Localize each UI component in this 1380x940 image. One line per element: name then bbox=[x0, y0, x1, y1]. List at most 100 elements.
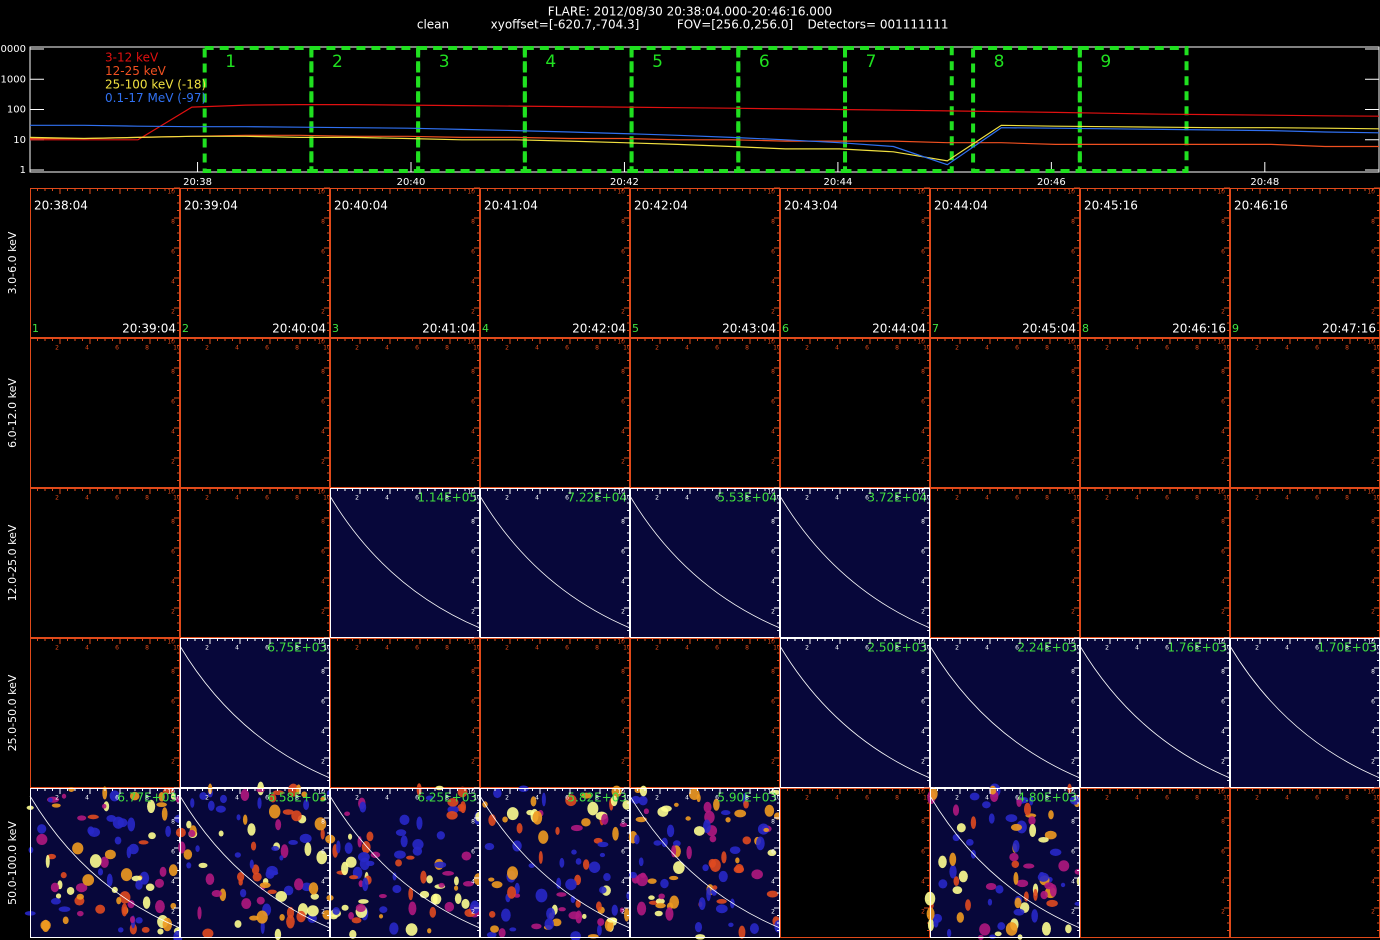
axis-tick-label: 10 bbox=[1217, 489, 1225, 496]
axis-tick-label: 6 bbox=[1221, 699, 1225, 706]
image-blob bbox=[1048, 810, 1054, 820]
axis-tick-label: 6 bbox=[1221, 849, 1225, 856]
image-blob bbox=[708, 858, 717, 868]
image-blob bbox=[207, 800, 215, 811]
image-blob bbox=[438, 882, 445, 888]
axis-tick-label: 6 bbox=[1371, 849, 1375, 856]
axis-tick-label: 6 bbox=[621, 849, 625, 856]
image-blob bbox=[1013, 908, 1025, 916]
axis-tick-label: 6 bbox=[265, 495, 269, 502]
image-blob bbox=[430, 893, 442, 905]
axis-tick-label: 10 bbox=[767, 639, 775, 646]
axis-tick-label: 10 bbox=[1067, 489, 1075, 496]
axis-tick-label: 6 bbox=[1015, 345, 1019, 352]
axis-tick-label: 6 bbox=[321, 849, 325, 856]
axis-tick-label: 4 bbox=[1221, 879, 1225, 886]
cell-bg bbox=[780, 638, 930, 788]
axis-tick-label: 10 bbox=[167, 489, 175, 496]
image-blob bbox=[1041, 922, 1051, 936]
peak-label: 1.14E+05 bbox=[417, 491, 477, 505]
axis-tick-label: 8 bbox=[145, 495, 149, 502]
axis-tick-label: 10 bbox=[623, 795, 631, 802]
image-blob bbox=[716, 899, 727, 904]
image-blob bbox=[997, 922, 1006, 931]
image-blob bbox=[344, 842, 353, 854]
axis-tick-label: 8 bbox=[445, 645, 449, 652]
axis-tick-label: 8 bbox=[895, 345, 899, 352]
axis-tick-label: 10 bbox=[473, 495, 481, 502]
image-blob bbox=[556, 877, 562, 889]
interval-label: 7 bbox=[866, 52, 877, 72]
axis-tick-label: 8 bbox=[1071, 219, 1075, 226]
axis-tick-label: 2 bbox=[205, 495, 209, 502]
interval-label: 6 bbox=[759, 52, 770, 72]
axis-tick-label: 4 bbox=[771, 429, 775, 436]
image-blob bbox=[308, 882, 319, 895]
axis-tick-label: 2 bbox=[355, 345, 359, 352]
axis-tick-label: 4 bbox=[171, 879, 175, 886]
axis-tick-label: 10 bbox=[1223, 795, 1231, 802]
image-blob bbox=[251, 864, 260, 875]
axis-tick-label: 8 bbox=[295, 495, 299, 502]
image-blob bbox=[332, 907, 340, 915]
axis-tick-label: 8 bbox=[321, 519, 325, 526]
axis-tick-label: 2 bbox=[921, 609, 925, 616]
image-blob bbox=[240, 789, 250, 801]
image-blob bbox=[75, 883, 88, 893]
image-blob bbox=[956, 912, 964, 923]
axis-tick-label: 2 bbox=[171, 759, 175, 766]
axis-tick-label: 8 bbox=[471, 219, 475, 226]
image-blob bbox=[653, 840, 662, 846]
axis-tick-label: 2 bbox=[1371, 609, 1375, 616]
axis-tick-label: 6 bbox=[865, 345, 869, 352]
axis-tick-label: 6 bbox=[415, 495, 419, 502]
image-blob bbox=[461, 898, 470, 909]
image-blob bbox=[666, 824, 675, 838]
cell-bg bbox=[180, 638, 330, 788]
image-blob bbox=[493, 788, 502, 799]
image-blob bbox=[269, 793, 277, 803]
image-blob bbox=[1065, 924, 1072, 934]
axis-tick-label: 2 bbox=[771, 309, 775, 316]
image-blob bbox=[259, 882, 271, 889]
axis-tick-label: 6 bbox=[771, 549, 775, 556]
axis-tick-label: 6 bbox=[1165, 795, 1169, 802]
image-blob bbox=[355, 903, 366, 913]
axis-tick-label: 8 bbox=[1371, 519, 1375, 526]
axis-tick-label: 4 bbox=[985, 345, 989, 352]
axis-tick-label: 10 bbox=[1367, 789, 1375, 796]
y-tick-label: 100 bbox=[7, 105, 26, 116]
axis-tick-label: 2 bbox=[471, 759, 475, 766]
image-blob bbox=[139, 871, 150, 885]
peak-label: 6.77E+03 bbox=[117, 791, 177, 805]
axis-tick-label: 2 bbox=[1255, 345, 1259, 352]
axis-tick-label: 6 bbox=[565, 345, 569, 352]
axis-tick-label: 8 bbox=[171, 669, 175, 676]
image-blob bbox=[135, 917, 143, 924]
image-blob bbox=[994, 931, 1002, 937]
start-time: 20:39:04 bbox=[184, 199, 238, 213]
axis-tick-label: 6 bbox=[1165, 345, 1169, 352]
image-blob bbox=[488, 814, 496, 826]
axis-tick-label: 2 bbox=[771, 609, 775, 616]
axis-tick-label: 4 bbox=[835, 645, 839, 652]
image-blob bbox=[36, 833, 48, 845]
axis-tick-label: 10 bbox=[773, 795, 781, 802]
axis-tick-label: 10 bbox=[1073, 495, 1081, 502]
axis-tick-label: 2 bbox=[471, 459, 475, 466]
image-blob bbox=[294, 878, 304, 891]
image-blob bbox=[949, 864, 957, 879]
axis-tick-label: 2 bbox=[621, 609, 625, 616]
axis-tick-label: 2 bbox=[771, 459, 775, 466]
y-tick-label: 1 bbox=[20, 165, 26, 176]
image-blob bbox=[234, 920, 242, 928]
cell-bg bbox=[330, 638, 480, 788]
axis-tick-label: 8 bbox=[1221, 819, 1225, 826]
axis-tick-label: 2 bbox=[1071, 309, 1075, 316]
image-blob bbox=[985, 882, 997, 891]
image-blob bbox=[715, 904, 728, 914]
axis-tick-label: 6 bbox=[715, 645, 719, 652]
axis-tick-label: 2 bbox=[1371, 759, 1375, 766]
axis-tick-label: 4 bbox=[321, 729, 325, 736]
image-blob bbox=[1010, 823, 1023, 831]
